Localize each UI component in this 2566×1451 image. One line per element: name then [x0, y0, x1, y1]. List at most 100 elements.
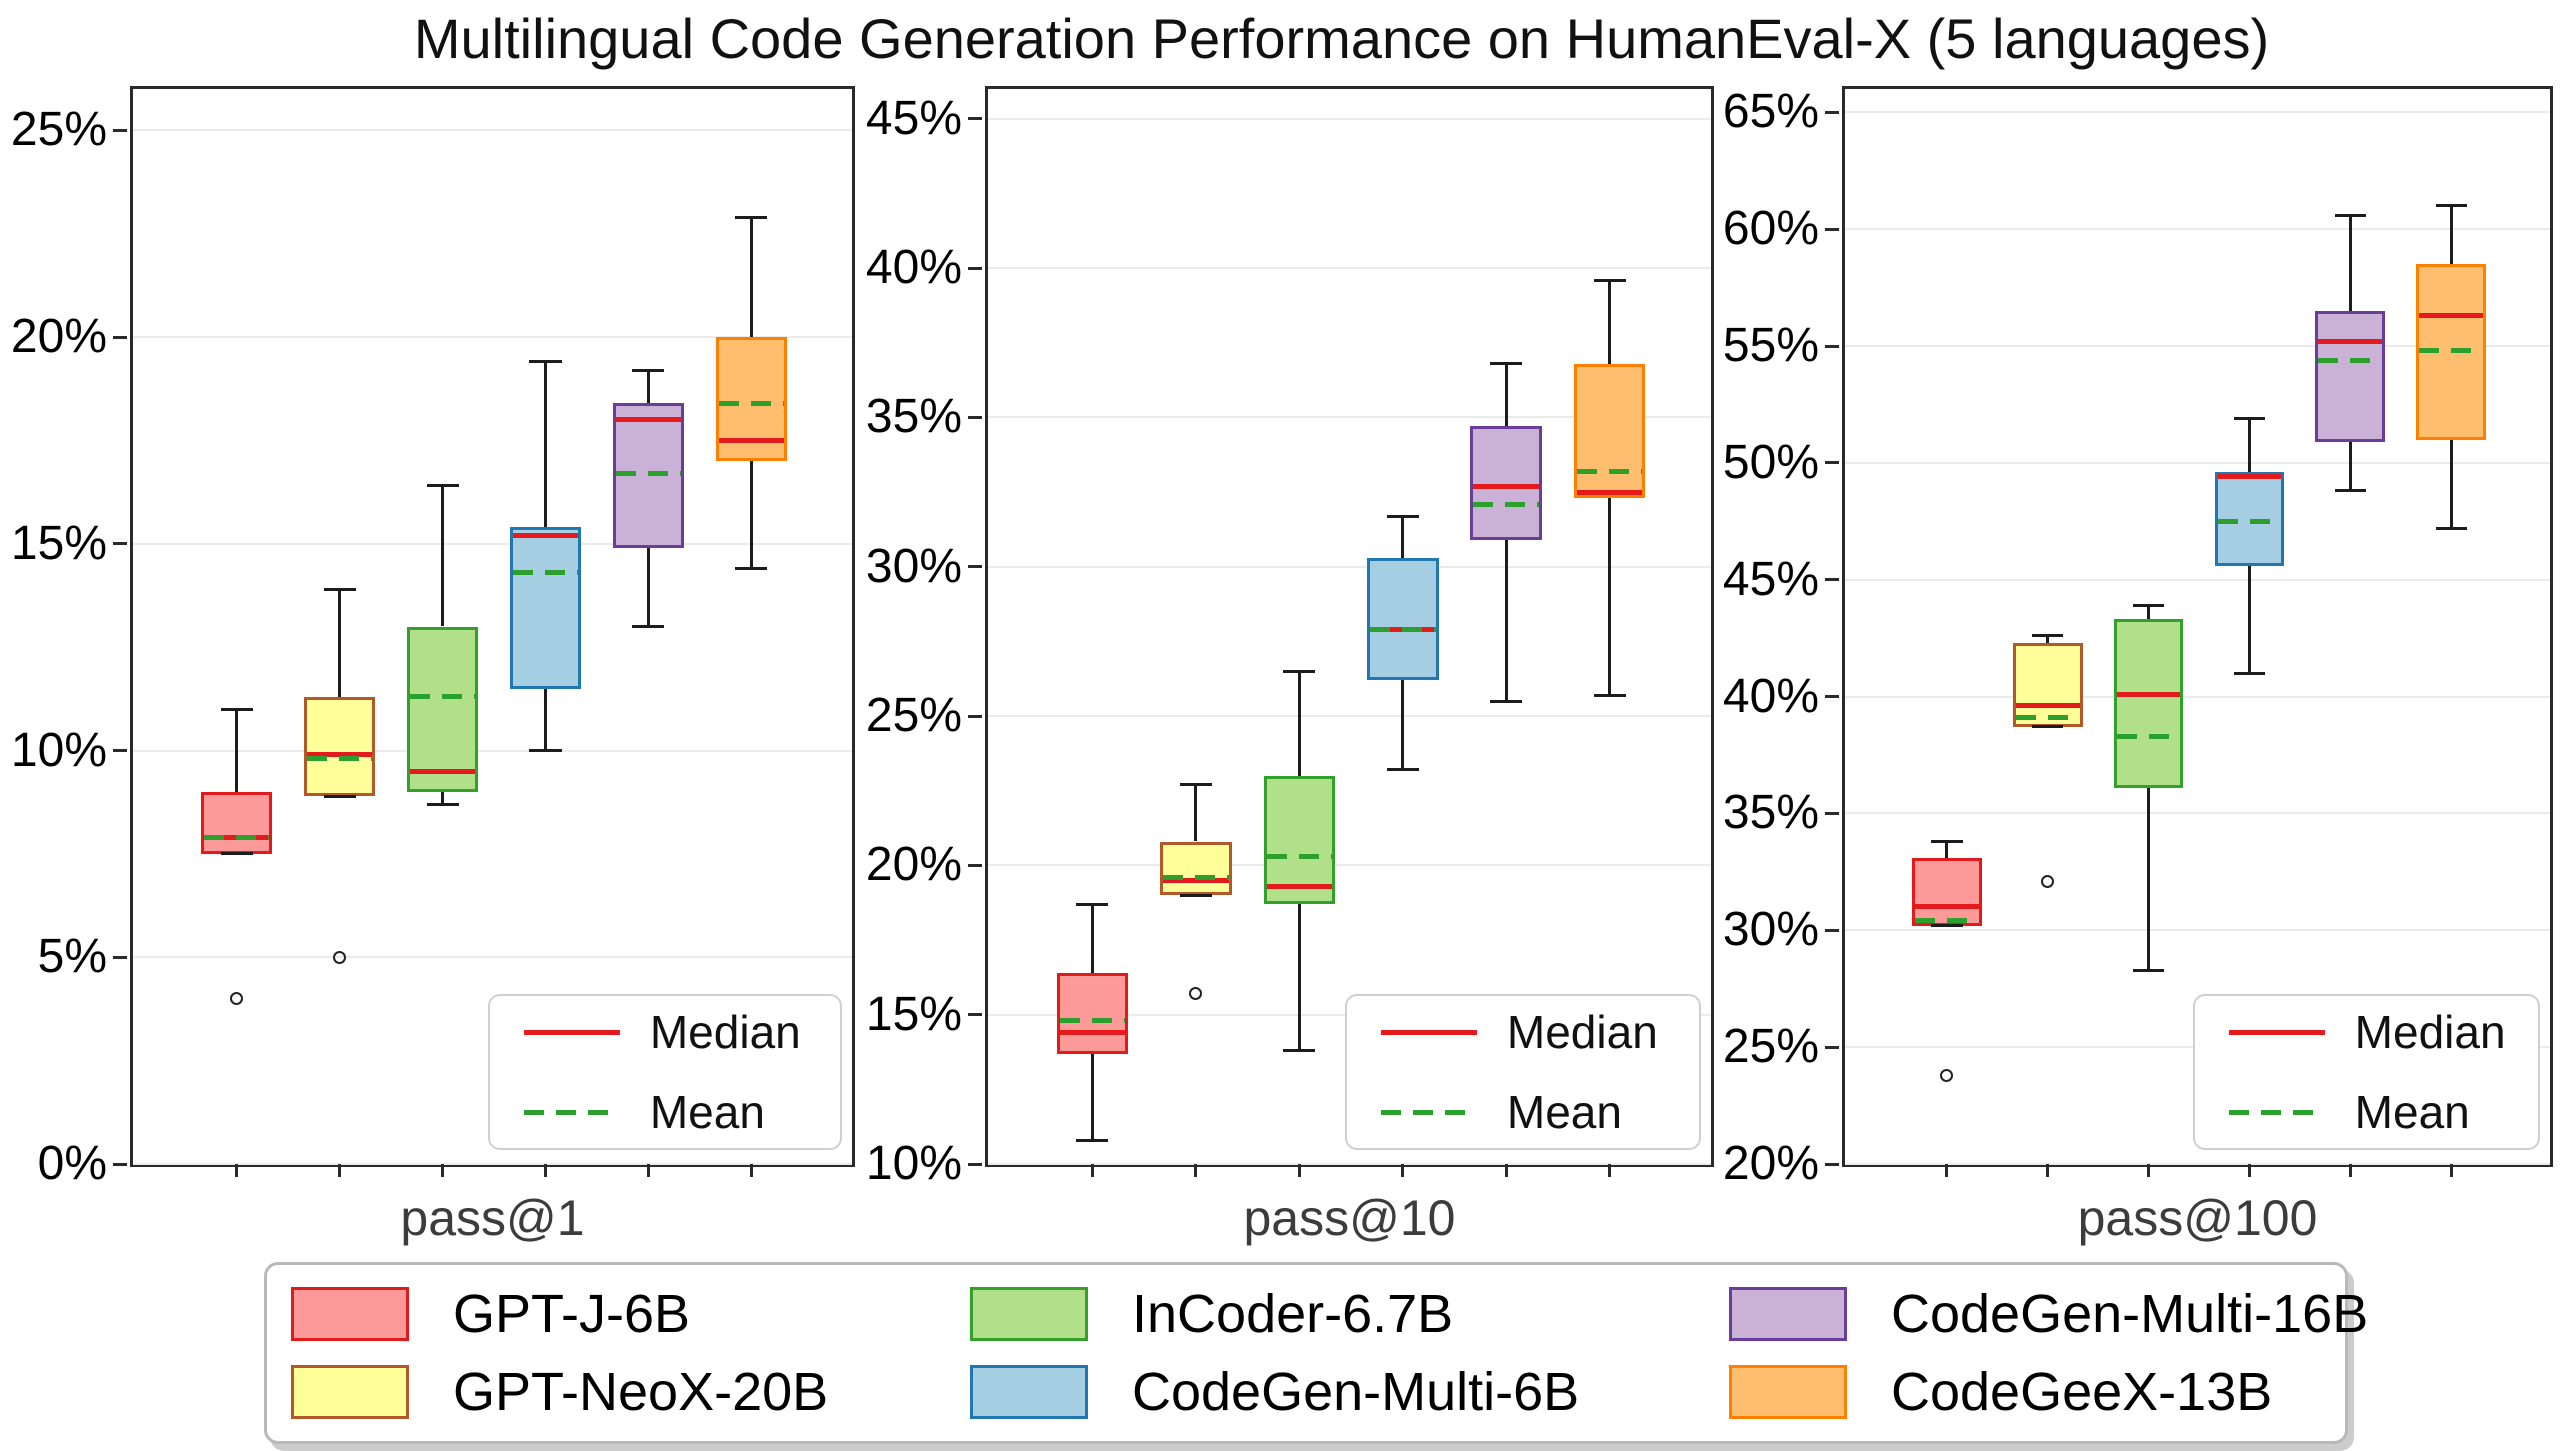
whisker-cap-lower — [1076, 1138, 1109, 1142]
x-tick — [1945, 1164, 1949, 1177]
whisker-cap-lower — [426, 802, 459, 806]
whisker-cap-upper — [426, 484, 459, 488]
legend-row-mean: Mean — [1347, 1085, 1699, 1139]
box-GPT-NeoX-20B — [304, 696, 376, 796]
y-tick-label: 20% — [10, 310, 107, 364]
median-line — [1576, 489, 1643, 495]
box-CodeGen-Multi-16B — [2315, 311, 2386, 442]
y-tick — [1825, 695, 1839, 699]
y-tick — [1825, 110, 1839, 114]
y-tick-label: 40% — [1722, 669, 1819, 723]
y-tick — [1825, 461, 1839, 465]
whisker-cap-upper — [2132, 603, 2165, 607]
mean-line — [1473, 501, 1540, 507]
median-line — [307, 752, 373, 758]
gridline — [133, 336, 852, 339]
mean-line — [410, 694, 476, 700]
legend-label: GPT-NeoX-20B — [453, 1362, 829, 1422]
outlier-point — [230, 992, 244, 1006]
whisker-upper — [1504, 363, 1508, 427]
legend-swatch — [1729, 1287, 1847, 1341]
gridline — [1845, 812, 2550, 815]
whisker-cap-lower — [1931, 924, 1963, 928]
y-tick — [1825, 344, 1839, 348]
whisker-cap-lower — [1283, 1049, 1316, 1053]
whisker-lower — [2247, 565, 2251, 674]
whisker-lower — [441, 791, 445, 805]
outlier-point — [1189, 987, 1203, 1001]
whisker-cap-upper — [735, 215, 768, 219]
legend-label: CodeGeeX-13B — [1891, 1362, 2273, 1422]
gridline — [133, 542, 852, 545]
whisker-cap-lower — [1179, 893, 1212, 897]
whisker-upper — [2348, 215, 2352, 311]
y-tick — [113, 1162, 127, 1166]
y-tick-label: 15% — [865, 987, 962, 1041]
gridline — [1845, 461, 2550, 464]
y-tick — [968, 565, 982, 569]
mean-line — [718, 400, 784, 406]
y-tick — [968, 266, 982, 270]
y-tick — [113, 542, 127, 546]
whisker-cap-upper — [1076, 902, 1109, 906]
gridline — [133, 749, 852, 752]
whisker-cap-upper — [632, 368, 665, 372]
y-tick-label: 0% — [37, 1137, 107, 1190]
x-tick — [543, 1164, 547, 1177]
outlier-point — [1940, 1068, 1954, 1082]
y-tick-label: 60% — [1722, 202, 1819, 256]
median-mean-legend: Median Mean — [2192, 994, 2540, 1150]
whisker-cap-lower — [2233, 671, 2266, 675]
y-tick — [968, 1013, 982, 1017]
y-tick — [1825, 578, 1839, 582]
x-tick — [338, 1164, 342, 1177]
y-tick-label: 45% — [1722, 552, 1819, 606]
y-tick-label: 30% — [1722, 903, 1819, 957]
median-legend-label: Median — [649, 1006, 801, 1058]
mean-line — [1059, 1018, 1126, 1024]
median-legend-label: Median — [2354, 1006, 2506, 1058]
legend-label: InCoder-6.7B — [1132, 1284, 1454, 1344]
gridline — [988, 1163, 1711, 1165]
median-line — [2318, 338, 2383, 344]
legend-label: GPT-J-6B — [453, 1284, 691, 1344]
whisker-cap-upper — [1179, 783, 1212, 787]
y-tick-label: 20% — [1722, 1137, 1819, 1190]
legend-label: CodeGen-Multi-16B — [1891, 1284, 2369, 1344]
x-tick — [1194, 1164, 1198, 1177]
gridline — [1845, 345, 2550, 348]
median-line — [1914, 904, 1979, 910]
legend-entry-CodeGeeX-13B: CodeGeeX-13B — [1729, 1361, 2368, 1423]
mean-line — [204, 834, 270, 840]
whisker-cap-upper — [1931, 840, 1963, 843]
box-GPT-J-6B — [201, 791, 273, 854]
whisker-upper — [2147, 605, 2151, 620]
x-tick — [2449, 1164, 2453, 1177]
y-tick-label: 10% — [10, 723, 107, 777]
y-tick — [968, 1162, 982, 1166]
legend-swatch — [291, 1287, 409, 1341]
median-legend-label: Median — [1506, 1006, 1658, 1058]
gridline — [1845, 695, 2550, 698]
whisker-cap-lower — [2435, 526, 2467, 530]
whisker-upper — [2449, 205, 2453, 265]
model-legend: GPT-J-6B GPT-NeoX-20B InCoder-6.7B CodeGen-… — [264, 1262, 2368, 1444]
y-tick — [968, 117, 982, 121]
mean-line — [615, 471, 681, 477]
box-InCoder-6.7B — [1263, 775, 1336, 905]
whisker-lower — [2449, 439, 2453, 529]
whisker-cap-upper — [323, 587, 356, 591]
whisker-cap-upper — [2031, 634, 2064, 638]
legend-row-median: Median — [2195, 1005, 2538, 1059]
gridline — [988, 715, 1711, 718]
y-tick — [1825, 811, 1839, 815]
subplot-pass@100: 20% 25% 30% 35% 40% 45% 50% 55% 60% 65% Median Mean — [1723, 86, 2553, 1190]
x-tick — [1090, 1164, 1094, 1177]
y-tick-label: 35% — [865, 390, 962, 444]
legend-row-mean: Mean — [490, 1085, 840, 1139]
whisker-cap-lower — [1386, 768, 1419, 772]
median-line — [1473, 483, 1540, 489]
whisker-lower — [1090, 1053, 1094, 1141]
y-tick — [113, 335, 127, 339]
median-line — [1059, 1030, 1126, 1036]
